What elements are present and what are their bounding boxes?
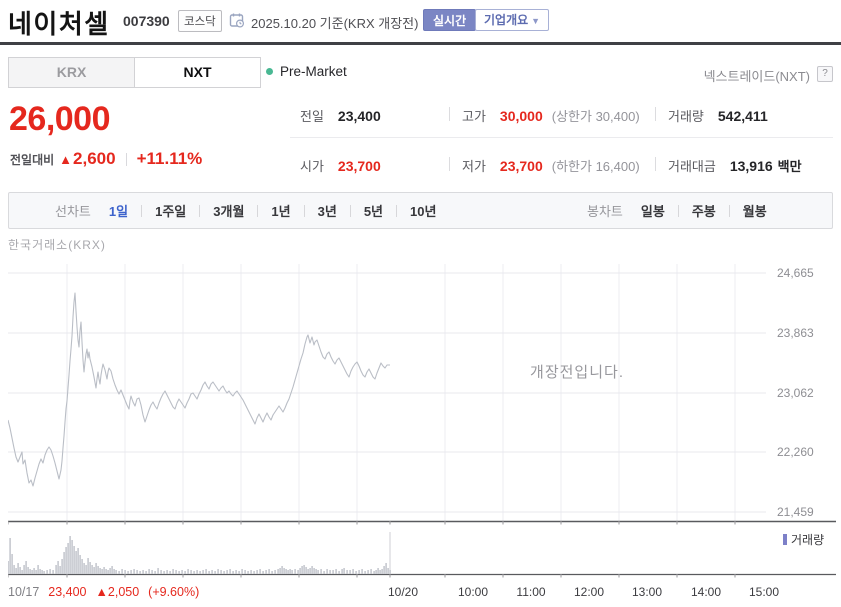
- divider: [728, 204, 730, 217]
- session-close: 23,400: [48, 585, 87, 599]
- period-5y[interactable]: 5년: [363, 204, 384, 219]
- volume-legend: 거래량: [783, 531, 824, 548]
- help-icon[interactable]: ?: [817, 66, 833, 82]
- page-title: 네이처셀: [8, 9, 110, 39]
- stat-value: 23,400: [337, 108, 381, 124]
- price-volume-chart: [8, 264, 836, 578]
- stat-value: 13,916: [729, 158, 773, 174]
- divider: [449, 107, 450, 121]
- stat-label: 고가: [462, 109, 486, 124]
- change-percent: +11.11%: [136, 149, 203, 168]
- stat-label: 전일: [300, 109, 324, 124]
- volume-legend-icon: [783, 534, 787, 545]
- stat-amount: 거래대금 13,916 백만: [668, 156, 802, 175]
- divider: [141, 204, 143, 217]
- divider: [655, 157, 656, 171]
- stat-prev-close: 전일 23,400: [300, 106, 381, 125]
- calendar-clock-icon: [229, 12, 245, 28]
- realtime-button[interactable]: 실시간: [423, 9, 477, 31]
- period-10y[interactable]: 10년: [410, 204, 437, 219]
- x-axis-label: 12:00: [573, 585, 605, 599]
- stat-sub: (상한가 30,400): [551, 109, 640, 124]
- divider: [125, 152, 127, 166]
- candle-chart-options: 봉차트 일봉 주봉 월봉: [587, 193, 767, 228]
- header-divider: [0, 42, 841, 45]
- period-1y[interactable]: 1년: [271, 204, 291, 219]
- period-1d[interactable]: 1일: [108, 204, 129, 219]
- market-badge: 코스닥: [178, 10, 222, 32]
- session-change: ▲2,050: [95, 585, 140, 599]
- tab-krx[interactable]: KRX: [8, 57, 135, 88]
- company-overview-button[interactable]: 기업개요 ▼: [475, 9, 550, 31]
- x-axis-label: 10:00: [457, 585, 489, 599]
- x-axis-label: 11:00: [516, 585, 546, 599]
- session-date: 10/17: [8, 585, 40, 599]
- stat-value: 23,700: [337, 158, 381, 174]
- period-3y[interactable]: 3년: [317, 204, 337, 219]
- stats-divider: [290, 137, 833, 138]
- stat-open: 시가 23,700: [300, 156, 381, 175]
- candle-weekly[interactable]: 주봉: [691, 204, 716, 219]
- stat-value: 23,700: [499, 158, 543, 174]
- candle-daily[interactable]: 일봉: [640, 204, 665, 219]
- stat-value: 542,411: [717, 108, 768, 124]
- x-axis-label: 13:00: [631, 585, 663, 599]
- period-3m[interactable]: 3개월: [213, 204, 245, 219]
- y-axis-label: 24,665: [777, 266, 814, 280]
- premarket-dot-icon: [266, 68, 273, 75]
- up-arrow-icon: ▲: [95, 585, 108, 599]
- stock-code: 007390: [123, 13, 170, 29]
- session-percent: (+9.60%): [148, 585, 200, 599]
- x-axis-label: 14:00: [690, 585, 722, 599]
- divider: [257, 204, 259, 217]
- price-change-row: 전일대비 ▲ 2,600 +11.11%: [10, 149, 202, 169]
- chevron-down-icon: ▼: [531, 16, 541, 26]
- line-chart-periods: 선차트 1일 1주일 3개월 1년 3년 5년 10년: [55, 193, 436, 228]
- divider: [349, 204, 351, 217]
- divider: [449, 157, 450, 171]
- session-summary: 10/17 23,400 ▲2,050 (+9.60%): [8, 585, 199, 599]
- stat-label: 거래대금: [668, 159, 716, 174]
- quote-date-info: 2025.10.20 기준(KRX 개장전): [251, 16, 419, 31]
- pre-open-overlay-message: 개장전입니다.: [530, 364, 624, 381]
- volume-legend-label: 거래량: [791, 533, 825, 547]
- divider: [303, 204, 305, 217]
- divider: [396, 204, 398, 217]
- stat-label: 시가: [300, 159, 324, 174]
- tab-nxt[interactable]: NXT: [134, 57, 261, 88]
- stat-unit: 백만: [777, 159, 802, 174]
- stat-high: 고가 30,000 (상한가 30,400): [462, 106, 640, 125]
- chart-source-label: 한국거래소(KRX): [8, 238, 106, 252]
- y-axis-label: 22,260: [777, 445, 814, 459]
- stat-value: 30,000: [499, 108, 543, 124]
- stat-label: 저가: [462, 159, 486, 174]
- candle-monthly[interactable]: 월봉: [742, 204, 767, 219]
- premarket-status: Pre-Market: [266, 64, 347, 79]
- y-axis-label: 21,459: [777, 505, 814, 519]
- premarket-label: Pre-Market: [280, 64, 347, 79]
- divider: [655, 107, 656, 121]
- line-chart-caption: 선차트: [55, 204, 91, 219]
- stat-sub: (하한가 16,400): [551, 159, 640, 174]
- candle-chart-caption: 봉차트: [587, 204, 623, 219]
- divider: [199, 204, 201, 217]
- current-price: 26,000: [9, 100, 111, 138]
- stat-label: 거래량: [668, 109, 704, 124]
- up-arrow-icon: ▲: [59, 151, 73, 167]
- chart-toolbar: 선차트 1일 1주일 3개월 1년 3년 5년 10년 봉차트 일봉 주봉 월봉: [8, 192, 833, 229]
- y-axis-label: 23,863: [777, 326, 814, 340]
- change-value: 2,600: [73, 149, 116, 168]
- period-1w[interactable]: 1주일: [155, 204, 187, 219]
- stat-low: 저가 23,700 (하한가 16,400): [462, 156, 640, 175]
- x-axis-label: 15:00: [748, 585, 780, 599]
- divider: [677, 204, 679, 217]
- y-axis-label: 23,062: [777, 386, 814, 400]
- change-label: 전일대비: [10, 152, 55, 167]
- stat-volume: 거래량 542,411: [668, 106, 768, 125]
- x-axis-label: 10/20: [387, 585, 419, 599]
- exchange-label: 넥스트레이드(NXT): [703, 69, 810, 84]
